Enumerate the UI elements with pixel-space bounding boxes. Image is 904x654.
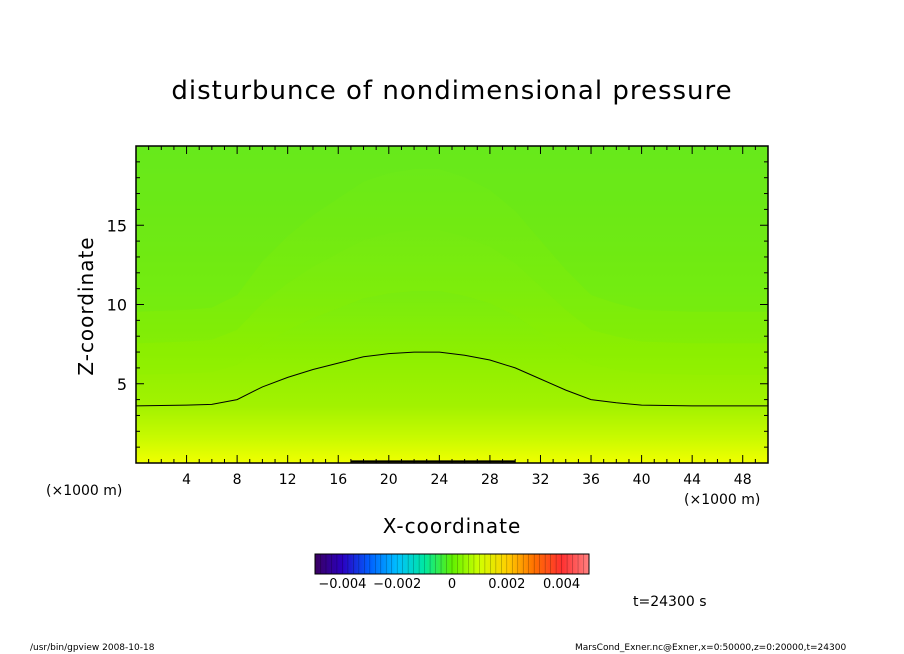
footer-source: MarsCond_Exner.nc@Exner,x=0:50000,z=0:20… — [575, 643, 847, 653]
y-axis-label: Z-coordinate — [74, 236, 98, 376]
footer-command: /usr/bin/gpview 2008-10-18 — [30, 643, 155, 653]
x-tick-label: 4 — [182, 472, 191, 488]
colorbar — [314, 553, 590, 575]
field-band-2 — [136, 146, 768, 344]
x-tick-label: 40 — [633, 472, 651, 488]
colorbar-tick-label: 0.004 — [542, 577, 581, 592]
field-band-3 — [136, 146, 768, 312]
colorbar-gradient — [314, 553, 590, 575]
chart-title: disturbunce of nondimensional pressure — [171, 76, 733, 106]
colorbar-tick-label: −0.004 — [318, 577, 367, 592]
x-tick-label: 32 — [532, 472, 550, 488]
pressure-field — [136, 146, 768, 463]
colorbar-tick-label: 0.002 — [488, 577, 526, 592]
x-tick-label: 24 — [430, 472, 448, 488]
x-tick-label: 20 — [380, 472, 398, 488]
x-axis-ticks: 4 8 12 16 20 24 28 32 36 40 44 48 — [148, 146, 756, 488]
x-tick-label: 16 — [329, 472, 347, 488]
y-tick-label: 15 — [107, 216, 127, 235]
colorbar-tick-label: 0 — [447, 577, 457, 592]
x-tick-label: 44 — [683, 472, 701, 488]
time-label: t=24300 s — [633, 594, 707, 610]
zero-contour-line — [135, 351, 768, 407]
x-axis-label: X-coordinate — [382, 514, 522, 538]
colorbar-tick-label: −0.002 — [373, 577, 422, 592]
x-tick-label: 12 — [279, 472, 297, 488]
field-band-1 — [136, 146, 768, 375]
y-tick-label: 10 — [107, 296, 127, 315]
field-bands — [136, 146, 768, 463]
y-tick-label: 5 — [117, 375, 127, 394]
x-tick-label: 8 — [233, 472, 242, 488]
x-tick-label: 28 — [481, 472, 499, 488]
y-axis-ticks: 5 10 15 — [107, 161, 768, 448]
x-unit-right: (×1000 m) — [684, 492, 761, 508]
x-tick-label: 48 — [734, 472, 752, 488]
x-tick-label: 36 — [582, 472, 600, 488]
x-unit-left: (×1000 m) — [46, 483, 123, 499]
